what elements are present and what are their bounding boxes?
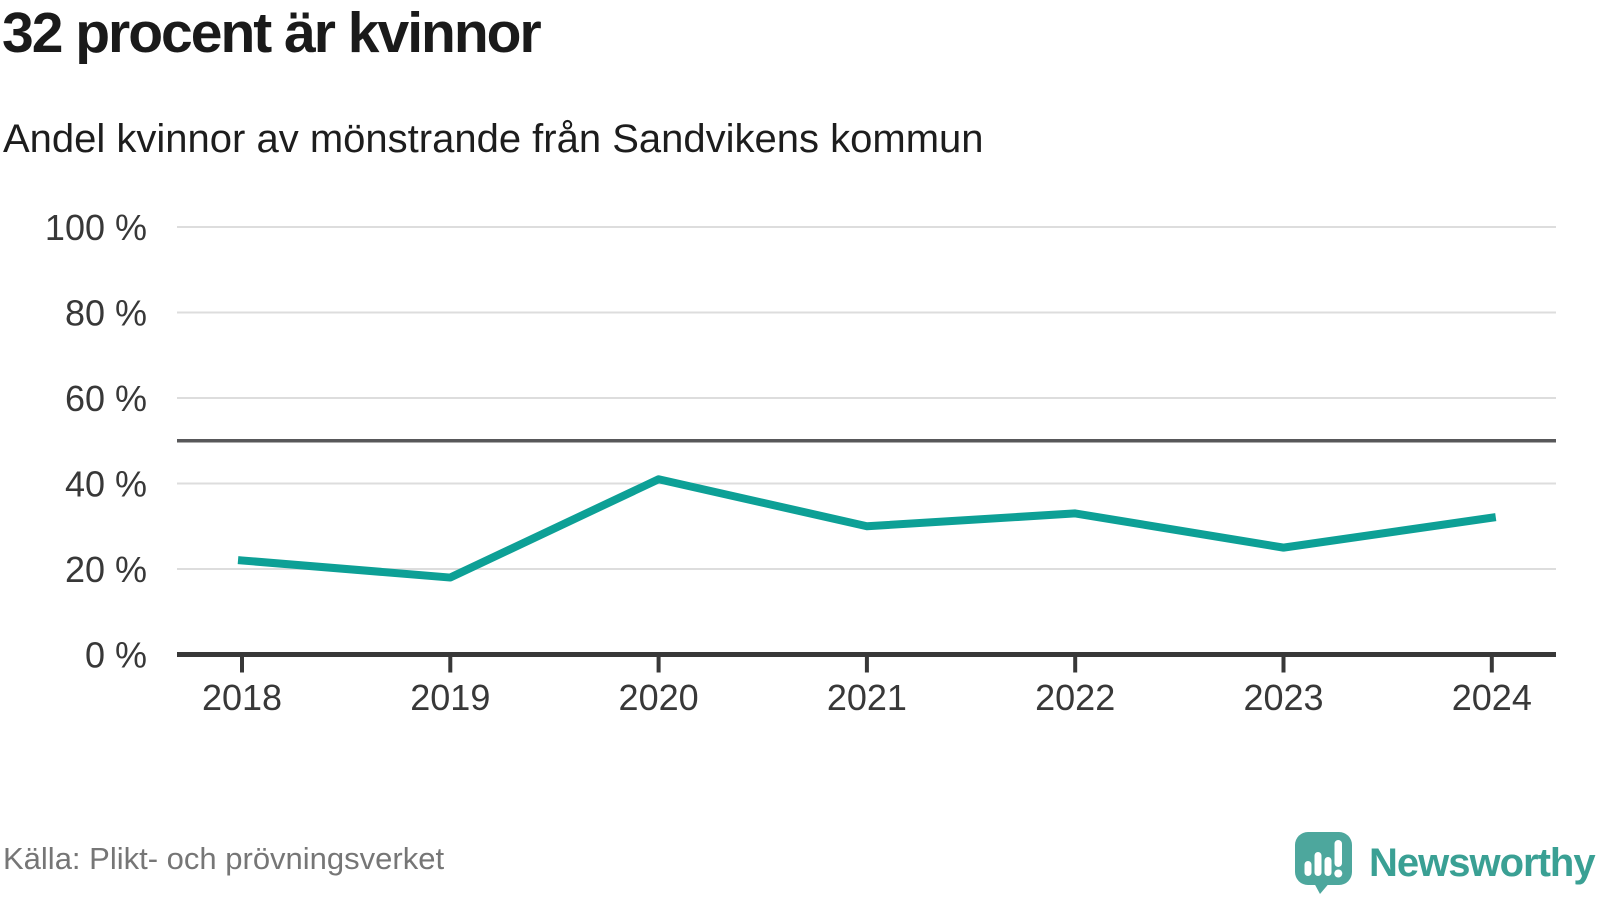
y-tick-label: 20 % [65,549,147,590]
source-note: Källa: Plikt- och prövningsverket [3,841,445,876]
x-tick-label: 2019 [410,677,490,718]
logo-bar-3 [1324,857,1332,876]
y-tick-label: 100 % [45,207,147,248]
y-tick-label: 40 % [65,464,147,505]
x-tick-label: 2021 [827,677,907,718]
newsworthy-logo-icon [1295,832,1352,894]
logo-exclamation-dot [1334,869,1343,878]
x-tick-label: 2018 [202,677,282,718]
logo-bubble-tail [1313,881,1331,894]
y-tick-label: 0 % [85,635,147,676]
x-tick-label: 2022 [1035,677,1115,718]
y-tick-label: 80 % [65,293,147,334]
chart-title: 32 procent är kvinnor [2,1,542,65]
x-tick-label: 2024 [1452,677,1532,718]
newsworthy-logo: Newsworthy [1294,832,1596,894]
logo-bar-1 [1304,861,1312,876]
y-tick-label: 60 % [65,378,147,419]
x-tick-label: 2020 [619,677,699,718]
logo-exclamation-bar [1334,840,1342,867]
chart-subtitle: Andel kvinnor av mönstrande från Sandvik… [3,117,984,161]
newsworthy-logo-text: Newsworthy [1369,841,1596,885]
logo-bar-2 [1314,852,1322,876]
series-line [237,475,1497,582]
x-tick-label: 2023 [1243,677,1323,718]
logo-bubble [1295,832,1352,885]
